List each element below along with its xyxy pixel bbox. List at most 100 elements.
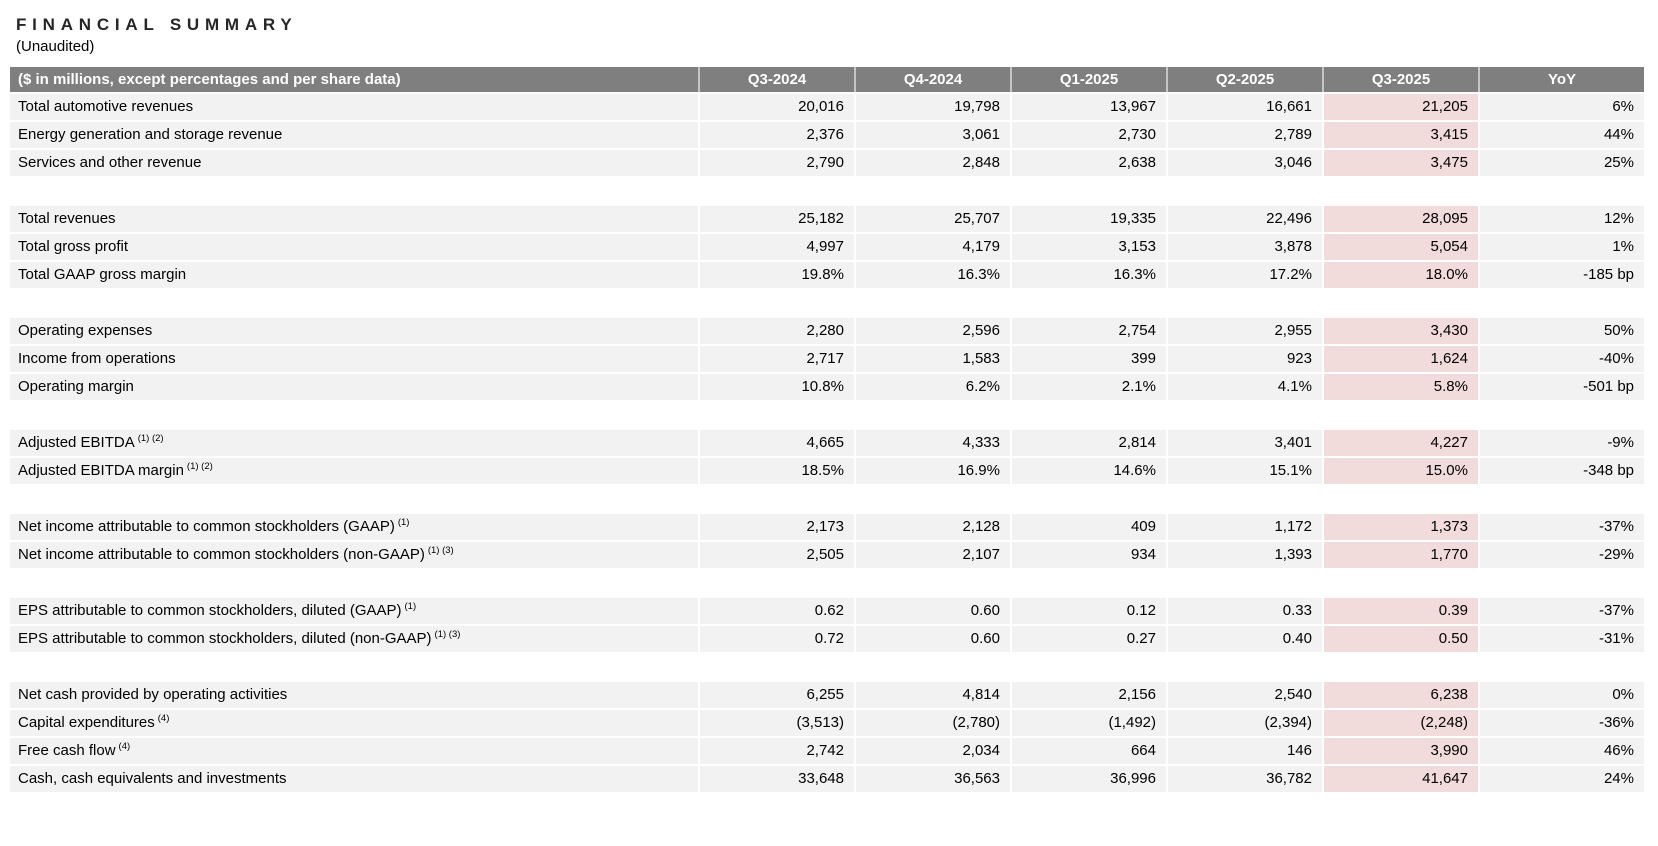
cell-q1-2025: 2,156 xyxy=(1010,682,1166,708)
cell-q1-2025: 2,638 xyxy=(1010,150,1166,176)
cell-yoy: -9% xyxy=(1478,430,1644,456)
footnote-ref: (4) xyxy=(118,741,131,752)
cell-q3-2025: 21,205 xyxy=(1322,94,1478,120)
financial-summary-page: FINANCIAL SUMMARY (Unaudited) ($ in mill… xyxy=(10,15,1644,792)
cell-q2-2025: 16,661 xyxy=(1166,94,1322,120)
cell-yoy: 6% xyxy=(1478,94,1644,120)
cell-yoy: 25% xyxy=(1478,150,1644,176)
cell-q3-2025: 1,624 xyxy=(1322,346,1478,372)
row-label: EPS attributable to common stockholders,… xyxy=(10,598,698,624)
cell-q3-2024: 4,665 xyxy=(698,430,854,456)
cell-q1-2025: 14.6% xyxy=(1010,458,1166,484)
cell-q4-2024: 1,583 xyxy=(854,346,1010,372)
cell-q1-2025: 19,335 xyxy=(1010,206,1166,232)
cell-q3-2024: (3,513) xyxy=(698,710,854,736)
row-label-text: Total GAAP gross margin xyxy=(18,266,187,283)
cell-q1-2025: 36,996 xyxy=(1010,766,1166,792)
cell-q3-2025: 3,990 xyxy=(1322,738,1478,764)
header-col-q3-2024: Q3-2024 xyxy=(698,67,854,92)
cell-yoy: -29% xyxy=(1478,542,1644,568)
row-label-text: Adjusted EBITDA xyxy=(18,434,135,451)
cell-q1-2025: 2.1% xyxy=(1010,374,1166,400)
cell-yoy: -37% xyxy=(1478,514,1644,540)
cell-q4-2024: 3,061 xyxy=(854,122,1010,148)
cell-q4-2024: (2,780) xyxy=(854,710,1010,736)
row-label: Operating expenses xyxy=(10,318,698,344)
cell-yoy: -40% xyxy=(1478,346,1644,372)
cell-q3-2024: 20,016 xyxy=(698,94,854,120)
row-label: Total GAAP gross margin xyxy=(10,262,698,288)
table-body: Total automotive revenues 20,016 19,798 13,… xyxy=(10,94,1644,792)
cell-q3-2025: 5,054 xyxy=(1322,234,1478,260)
row-label-text: Income from operations xyxy=(18,350,176,367)
row-label: Income from operations xyxy=(10,346,698,372)
cell-q2-2025: 15.1% xyxy=(1166,458,1322,484)
cell-q3-2025: 41,647 xyxy=(1322,766,1478,792)
row-label: Operating margin xyxy=(10,374,698,400)
cell-q1-2025: 3,153 xyxy=(1010,234,1166,260)
row-label: Total revenues xyxy=(10,206,698,232)
cell-q1-2025: 2,730 xyxy=(1010,122,1166,148)
cell-q1-2025: 0.12 xyxy=(1010,598,1166,624)
table-row: Net income attributable to common stockh… xyxy=(10,542,1644,568)
table-row: Adjusted EBITDA (1) (2) 4,665 4,333 2,814 3,4… xyxy=(10,430,1644,456)
cell-q4-2024: 36,563 xyxy=(854,766,1010,792)
table-row: Total GAAP gross margin 19.8% 16.3% 16.3% 17… xyxy=(10,262,1644,288)
row-label: Services and other revenue xyxy=(10,150,698,176)
row-label-text: Net income attributable to common stockh… xyxy=(18,518,395,535)
header-col-q4-2024: Q4-2024 xyxy=(854,67,1010,92)
cell-q3-2024: 2,790 xyxy=(698,150,854,176)
section-spacer xyxy=(10,402,1644,428)
cell-q3-2025: 18.0% xyxy=(1322,262,1478,288)
cell-q4-2024: 16.3% xyxy=(854,262,1010,288)
table-row: Energy generation and storage revenue 2,3… xyxy=(10,122,1644,148)
cell-q3-2024: 6,255 xyxy=(698,682,854,708)
footnote-ref: (1) xyxy=(397,517,410,528)
cell-yoy: 50% xyxy=(1478,318,1644,344)
cell-yoy: 0% xyxy=(1478,682,1644,708)
row-label-text: Net cash provided by operating activitie… xyxy=(18,686,288,703)
row-label-text: Energy generation and storage revenue xyxy=(18,126,283,143)
page-subtitle: (Unaudited) xyxy=(16,38,95,55)
cell-q3-2024: 19.8% xyxy=(698,262,854,288)
header-col-q3-2025: Q3-2025 xyxy=(1322,67,1478,92)
cell-q2-2025: 923 xyxy=(1166,346,1322,372)
cell-q2-2025: (2,394) xyxy=(1166,710,1322,736)
cell-yoy: -501 bp xyxy=(1478,374,1644,400)
row-label: Capital expenditures (4) xyxy=(10,710,698,736)
cell-q3-2025: 1,373 xyxy=(1322,514,1478,540)
cell-q1-2025: 2,754 xyxy=(1010,318,1166,344)
row-label: Free cash flow (4) xyxy=(10,738,698,764)
cell-yoy: 24% xyxy=(1478,766,1644,792)
table-row: Adjusted EBITDA margin (1) (2) 18.5% 16.9% 1… xyxy=(10,458,1644,484)
cell-q3-2024: 4,997 xyxy=(698,234,854,260)
section-spacer xyxy=(10,290,1644,316)
footnote-ref: (1) (3) xyxy=(434,629,461,640)
cell-q4-2024: 2,848 xyxy=(854,150,1010,176)
cell-q2-2025: 0.40 xyxy=(1166,626,1322,652)
row-label: Total gross profit xyxy=(10,234,698,260)
table-row: Net income attributable to common stockh… xyxy=(10,514,1644,540)
cell-q2-2025: 2,789 xyxy=(1166,122,1322,148)
cell-q3-2024: 2,173 xyxy=(698,514,854,540)
row-label: Adjusted EBITDA margin (1) (2) xyxy=(10,458,698,484)
cell-q4-2024: 0.60 xyxy=(854,626,1010,652)
cell-yoy: -37% xyxy=(1478,598,1644,624)
footnote-ref: (1) xyxy=(404,601,417,612)
header-col-q1-2025: Q1-2025 xyxy=(1010,67,1166,92)
row-label: Net cash provided by operating activitie… xyxy=(10,682,698,708)
row-label: Energy generation and storage revenue xyxy=(10,122,698,148)
cell-q4-2024: 19,798 xyxy=(854,94,1010,120)
cell-q2-2025: 3,046 xyxy=(1166,150,1322,176)
cell-q4-2024: 2,107 xyxy=(854,542,1010,568)
cell-q2-2025: 22,496 xyxy=(1166,206,1322,232)
cell-q1-2025: 664 xyxy=(1010,738,1166,764)
cell-q2-2025: 2,955 xyxy=(1166,318,1322,344)
cell-q3-2024: 2,717 xyxy=(698,346,854,372)
cell-q3-2024: 2,505 xyxy=(698,542,854,568)
row-label-text: Capital expenditures xyxy=(18,714,155,731)
footnote-ref: (1) (3) xyxy=(427,545,454,556)
cell-q4-2024: 4,333 xyxy=(854,430,1010,456)
footnote-ref: (1) (2) xyxy=(186,461,213,472)
cell-q2-2025: 2,540 xyxy=(1166,682,1322,708)
